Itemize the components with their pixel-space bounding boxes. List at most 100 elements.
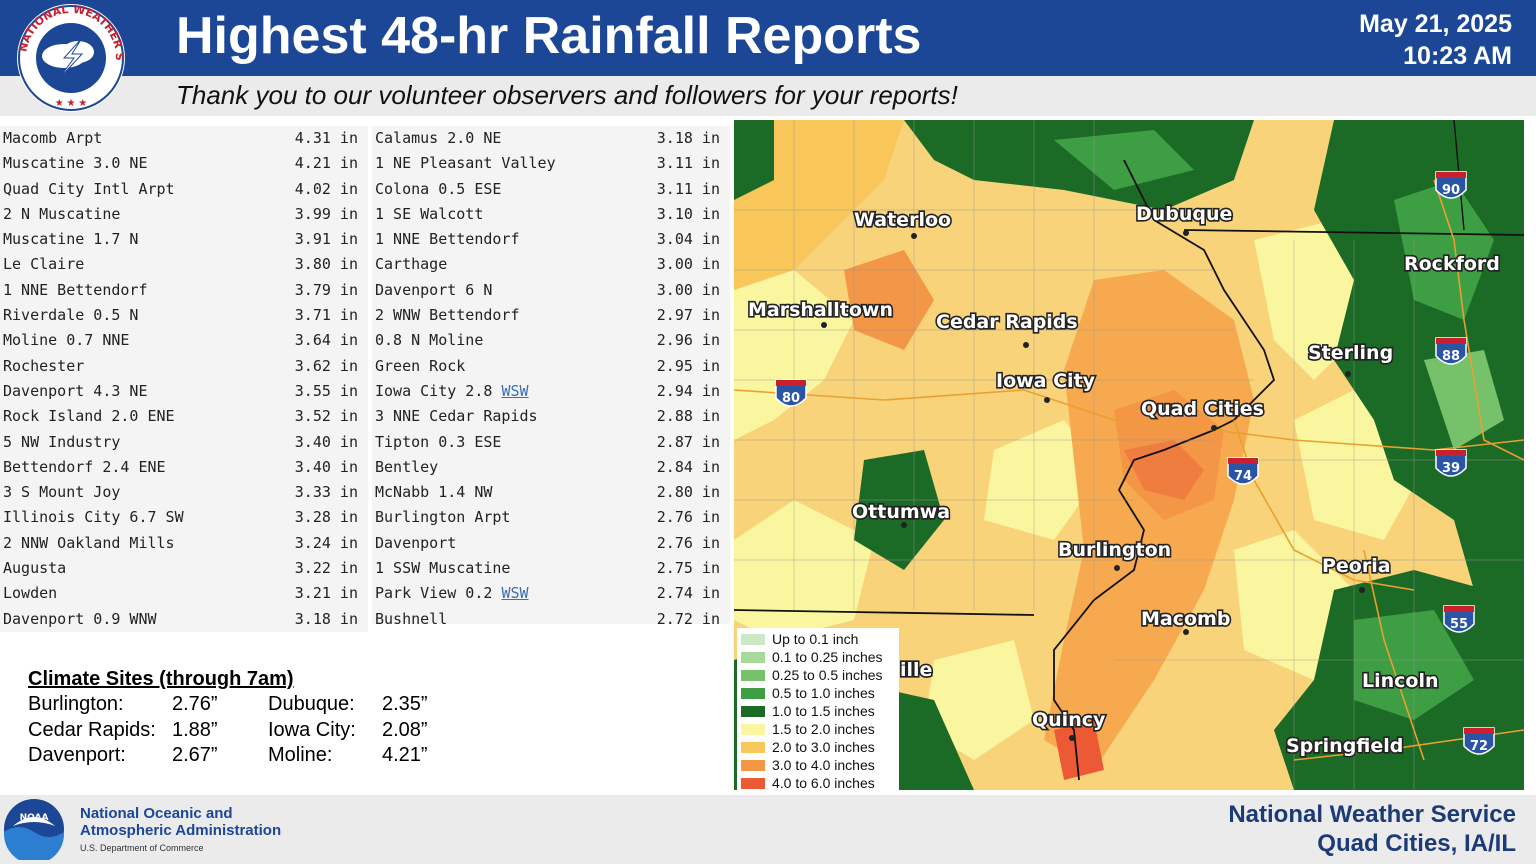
report-location: Moline 0.7 NNE [3, 328, 129, 353]
legend-label: 4.0 to 6.0 inches [772, 775, 875, 791]
city-iowa-city: Iowa City [996, 370, 1096, 392]
legend-label: 1.5 to 2.0 inches [772, 721, 875, 737]
report-location-text: Augusta [3, 559, 67, 578]
report-value: 2.75 in [656, 559, 720, 578]
legend-swatch [741, 633, 765, 645]
legend-item: 0.5 to 1.0 inches [741, 684, 899, 702]
report-value: 3.40 in [294, 432, 358, 451]
interstate-shields: 90 88 80 74 39 55 72 [775, 171, 1495, 755]
report-row: 2 N Muscatine 3.99 in [0, 202, 368, 227]
legend-item: Up to 0.1 inch [741, 630, 899, 648]
climate-sites: Climate Sites (through 7am) Burlington: 2… [28, 668, 448, 770]
legend-item: 1.0 to 1.5 inches [741, 702, 899, 720]
reports-table-right: Calamus 2.0 NE 3.18 in 1 NE Pleasant Valle… [372, 126, 730, 628]
report-value: 3.80 in [294, 255, 358, 274]
report-location: 1 NNE Bettendorf [3, 278, 148, 303]
report-row: Bushnell 2.72 in [372, 607, 730, 632]
legend-item: 0.1 to 0.25 inches [741, 648, 899, 666]
report-value: 4.31 in [294, 129, 358, 147]
date-time: May 21, 2025 10:23 AM [1359, 8, 1512, 72]
report-value: 3.33 in [294, 483, 358, 502]
report-location-text: Park View 0.2 [375, 584, 493, 603]
report-row: Davenport 4.3 NE 3.55 in [0, 379, 368, 404]
report-location: Iowa City 2.8 WSW [375, 379, 529, 404]
legend-item: 0.25 to 0.5 inches [741, 666, 899, 684]
report-row: 2 NNW Oakland Mills 3.24 in [0, 531, 368, 556]
subtitle-bar [0, 76, 1536, 116]
city-sterling: Sterling [1308, 342, 1393, 364]
report-location: 2 NNW Oakland Mills [3, 531, 175, 556]
footer-bar [0, 795, 1536, 864]
legend-item: 1.5 to 2.0 inches [741, 720, 899, 738]
report-location: Bettendorf 2.4 ENE [3, 455, 166, 480]
noaa-name-line1: National Oceanic and [80, 805, 233, 822]
report-location-text: Bettendorf 2.4 ENE [3, 457, 166, 476]
report-location-text: Lowden [3, 584, 58, 603]
report-location: 1 NNE Bettendorf [375, 227, 520, 252]
report-location-text: McNabb 1.4 NW [375, 483, 493, 502]
report-location-text: Illinois City 6.7 SW [3, 508, 184, 527]
report-row: 3 S Mount Joy 3.33 in [0, 480, 368, 505]
report-location-text: 2 WNW Bettendorf [375, 306, 520, 325]
legend-label: 0.1 to 0.25 inches [772, 649, 883, 665]
report-location: Calamus 2.0 NE [375, 126, 501, 151]
report-value: 2.76 in [656, 508, 720, 527]
report-value: 3.71 in [294, 306, 358, 325]
report-value: 3.11 in [656, 179, 720, 198]
report-row: Park View 0.2 WSW 2.74 in [372, 581, 730, 606]
report-location: Davenport 4.3 NE [3, 379, 148, 404]
report-row: Bentley 2.84 in [372, 455, 730, 480]
nws-logo: NATIONAL WEATHER SERVICE ★ ★ ★ [12, 2, 126, 112]
report-row: Rochester 3.62 in [0, 354, 368, 379]
report-location: Macomb Arpt [3, 126, 102, 151]
report-location: Riverdale 0.5 N [3, 303, 138, 328]
legend-item: 2.0 to 3.0 inches [741, 738, 899, 756]
legend-swatch [741, 759, 765, 771]
report-row: Green Rock 2.95 in [372, 354, 730, 379]
nws-office: National Weather Service Quad Cities, IA… [1228, 800, 1516, 858]
report-location-text: Bentley [375, 457, 439, 476]
report-location: Burlington Arpt [375, 505, 510, 530]
report-location-text: 0.8 N Moline [375, 331, 484, 350]
report-row: 3 NNE Cedar Rapids 2.88 in [372, 404, 730, 429]
i80-label: 80 [782, 391, 800, 406]
report-location: Muscatine 1.7 N [3, 227, 138, 252]
report-location-text: 3 S Mount Joy [3, 483, 121, 502]
legend-swatch [741, 741, 765, 753]
report-value: 2.96 in [656, 331, 720, 350]
legend-swatch [741, 723, 765, 735]
climate-site-name: Iowa City: [268, 718, 356, 741]
report-direction-link[interactable]: WSW [501, 584, 529, 603]
report-location: Augusta [3, 556, 66, 581]
i39-label: 39 [1442, 461, 1460, 476]
city-rockford: Rockford [1404, 253, 1500, 275]
report-location-text: 5 NW Industry [3, 432, 121, 451]
nws-office-line1: National Weather Service [1228, 801, 1516, 828]
report-location-text: Quad City Intl Arpt [3, 179, 175, 198]
report-location: Colona 0.5 ESE [375, 177, 501, 202]
report-row: Quad City Intl Arpt 4.02 in [0, 177, 368, 202]
report-row: Davenport 0.9 WNW 3.18 in [0, 607, 368, 632]
report-location-text: 1 SE Walcott [375, 204, 484, 223]
report-row: Bettendorf 2.4 ENE 3.40 in [0, 455, 368, 480]
report-row: Colona 0.5 ESE 3.11 in [372, 177, 730, 202]
report-row: Augusta 3.22 in [0, 556, 368, 581]
legend-swatch [741, 687, 765, 699]
report-value: 4.21 in [294, 154, 358, 173]
city-marshalltown: Marshalltown [748, 299, 893, 321]
report-location-text: Riverdale 0.5 N [3, 306, 139, 325]
city-quad-cities: Quad Cities [1141, 398, 1264, 420]
report-row: Lowden 3.21 in [0, 581, 368, 606]
report-location: Lowden [3, 581, 57, 606]
report-value: 4.02 in [294, 179, 358, 198]
legend-label: 2.0 to 3.0 inches [772, 739, 875, 755]
report-value: 2.72 in [656, 609, 720, 628]
report-value: 2.88 in [656, 407, 720, 426]
noaa-logo: NOAA [4, 799, 64, 860]
report-direction-link[interactable]: WSW [501, 381, 529, 400]
report-location: Davenport 6 N [375, 278, 492, 303]
report-location: Carthage [375, 252, 447, 277]
report-value: 3.24 in [294, 533, 358, 552]
climate-row: Burlington: 2.76” Dubuque: 2.35” [28, 693, 448, 719]
report-location: Davenport [375, 531, 456, 556]
